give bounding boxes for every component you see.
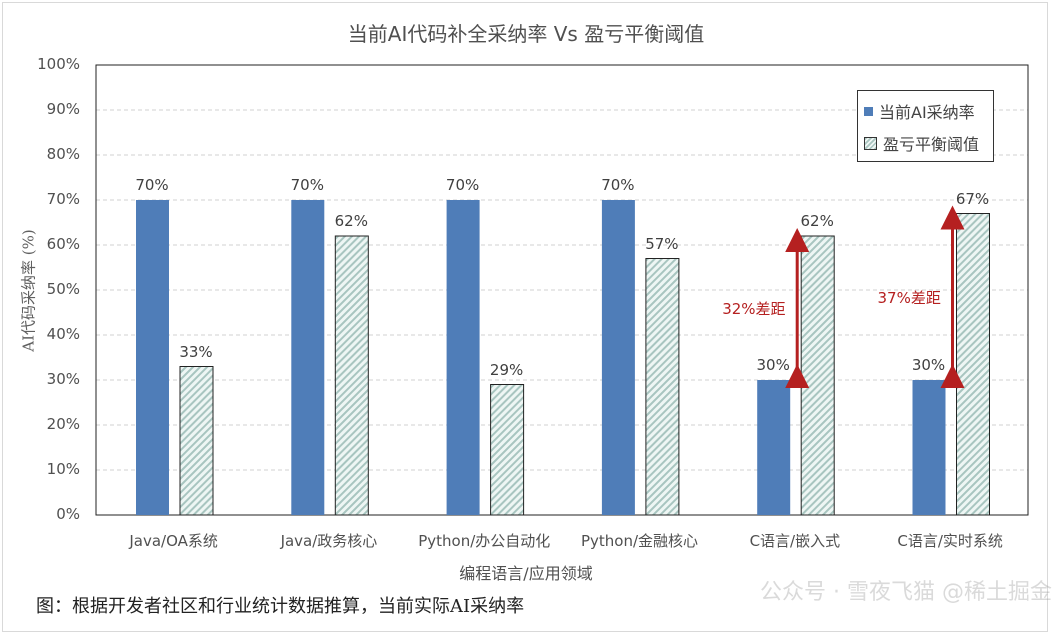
data-label: 62% — [334, 212, 368, 230]
bar-adoption — [291, 200, 325, 515]
y-tick-label: 20% — [46, 415, 80, 433]
data-label: 70% — [445, 176, 480, 194]
x-tick-label: Python/办公自动化 — [418, 532, 551, 550]
x-tick-label: Java/OA系统 — [129, 532, 218, 550]
bar-threshold — [334, 235, 369, 516]
y-tick-label: 10% — [46, 460, 80, 478]
data-label: 29% — [489, 360, 524, 379]
y-tick-label: 90% — [46, 100, 80, 118]
data-label: 70% — [135, 176, 169, 194]
watermark: 公众号 · 雪夜飞猫 @稀土掘金技术社区 开发者 1704235524 — [760, 580, 1052, 605]
data-label: 57% — [645, 234, 679, 253]
y-tick-label: 40% — [46, 325, 80, 343]
chart-title: 当前AI代码补全采纳率 Vs 盈亏平衡阈值 — [347, 22, 705, 46]
bar-adoption — [136, 200, 169, 515]
legend-swatch-hatch — [864, 136, 877, 150]
legend-item-adoption: 当前AI采纳率 — [864, 99, 975, 123]
x-tick-label: Java/政务核心 — [280, 532, 378, 550]
x-tick-label: C语言/实时系统 — [897, 532, 1003, 550]
figure-caption: 图：根据开发者社区和行业统计数据推算，当前实际AI采纳率 — [36, 596, 525, 617]
legend-item-threshold: 盈亏平衡阈值 — [864, 131, 979, 155]
gap-annotation: 37%差距 — [877, 288, 941, 307]
y-tick-label: 70% — [46, 190, 80, 208]
bar-threshold — [956, 213, 990, 516]
data-label: 30% — [911, 356, 946, 374]
data-label: 62% — [800, 212, 834, 230]
legend: 当前AI采纳率 盈亏平衡阈值 — [857, 90, 994, 162]
bar-threshold — [800, 235, 835, 516]
y-tick-label: 60% — [46, 235, 80, 253]
x-tick-label: Python/金融核心 — [581, 532, 699, 550]
y-tick-label: 80% — [46, 145, 80, 163]
x-tick-label: C语言/嵌入式 — [749, 532, 841, 550]
y-tick-label: 100% — [37, 55, 80, 73]
bar-threshold — [490, 384, 525, 516]
bar-threshold — [645, 258, 680, 516]
data-label: 70% — [290, 176, 324, 194]
y-tick-label: 0% — [56, 505, 80, 523]
data-label: 70% — [601, 176, 635, 194]
bar-adoption — [446, 200, 480, 515]
legend-swatch-blue — [864, 106, 873, 116]
bar-adoption — [757, 380, 791, 515]
data-label: 33% — [179, 342, 213, 361]
data-label: 67% — [955, 189, 990, 208]
bar-adoption — [601, 200, 635, 515]
y-tick-label: 30% — [46, 370, 80, 388]
bar-adoption — [912, 380, 946, 515]
x-axis-label: 编程语言/应用领域 — [459, 564, 593, 583]
gap-annotation: 32%差距 — [722, 300, 786, 318]
y-tick-label: 50% — [46, 280, 80, 298]
data-label: 30% — [756, 356, 790, 374]
bar-threshold — [179, 366, 214, 516]
